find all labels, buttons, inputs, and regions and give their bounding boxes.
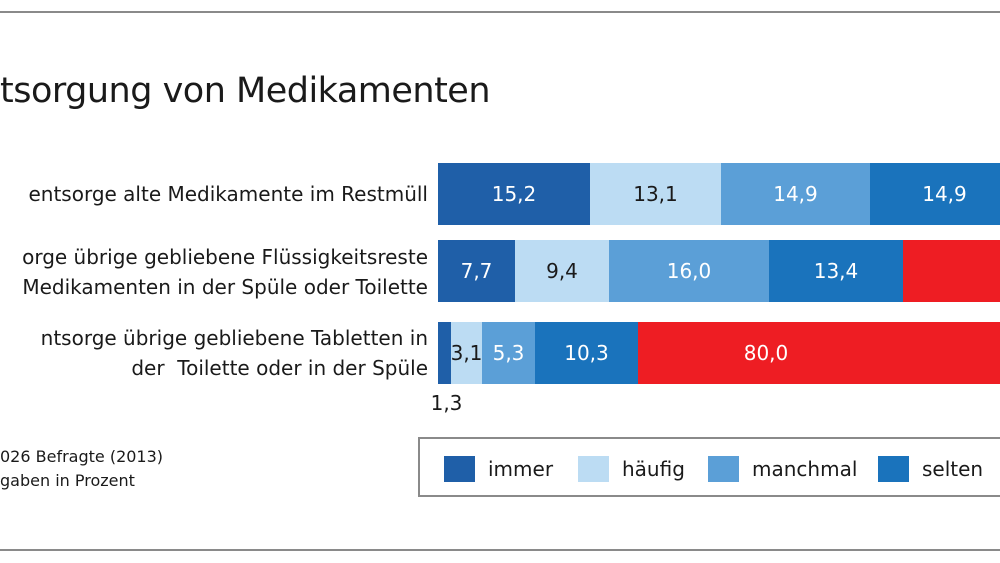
bar-value-label-r3-s5: 80,0: [744, 341, 789, 365]
bar-segment-r1-s3: [721, 163, 870, 225]
bar-value-label-r2-s1: 7,7: [461, 259, 493, 283]
legend-swatch-haeufig: [578, 456, 609, 482]
bar-value-label-r3-s1: 1,3: [431, 391, 463, 415]
bar-value-label-r1-s2: 13,1: [633, 182, 678, 206]
bar-value-label-r2-s4: 13,4: [814, 259, 859, 283]
chart-title: tsorgung von Medikamenten: [0, 71, 491, 111]
bottom-rule: [0, 549, 1000, 551]
legend-label-haeufig: häufig: [622, 457, 685, 481]
bar-segment-r2-s2: [515, 240, 609, 302]
bar-segment-r1-s4: [870, 163, 1000, 225]
sample-note: 026 Befragte (2013): [0, 447, 164, 466]
legend: immer häufig manchmal selten: [418, 437, 1000, 497]
category-label-1: entsorge alte Medikamente im Restmüll: [28, 182, 428, 206]
bar-segment-r2-s1: [438, 240, 515, 302]
bar-segment-r3-s4: [535, 322, 638, 384]
bar-value-label-r2-s3: 16,0: [667, 259, 712, 283]
legend-swatch-immer: [444, 456, 475, 482]
legend-swatch-manchmal: [708, 456, 739, 482]
bar-segment-r3-s2: [451, 322, 482, 384]
legend-label-selten: selten: [922, 457, 984, 481]
bar-value-label-r1-s4: 14,9: [922, 182, 967, 206]
legend-swatch-selten: [878, 456, 909, 482]
bar-segment-r1-s2: [590, 163, 721, 225]
bar-value-label-r3-s3: 5,3: [493, 341, 525, 365]
bar-value-label-r1-s1: 15,2: [492, 182, 537, 206]
bar-value-label-r3-s2: 3,1: [451, 341, 483, 365]
legend-label-manchmal: manchmal: [752, 457, 858, 481]
bar-segment-r1-s1: [438, 163, 590, 225]
bar-segment-r3-s5: [638, 322, 1000, 384]
bar-segment-r2-s3: [609, 240, 769, 302]
top-rule: [0, 11, 1000, 13]
unit-note: gaben in Prozent: [0, 471, 135, 490]
category-label-2: orge übrige gebliebene Flüssigkeitsreste…: [22, 245, 428, 299]
bar-segment-r2-s4: [769, 240, 903, 302]
bar-segment-r3-s3: [482, 322, 535, 384]
bar-segment-r3-s1: [438, 322, 451, 384]
bar-value-label-r3-s4: 10,3: [564, 341, 609, 365]
bar-segment-r2-s5: [903, 240, 1000, 302]
bar-value-label-r2-s2: 9,4: [546, 259, 578, 283]
legend-label-immer: immer: [488, 457, 554, 481]
category-label-3: ntsorge übrige gebliebene Tabletten in d…: [40, 326, 428, 380]
bar-value-label-r1-s3: 14,9: [773, 182, 818, 206]
